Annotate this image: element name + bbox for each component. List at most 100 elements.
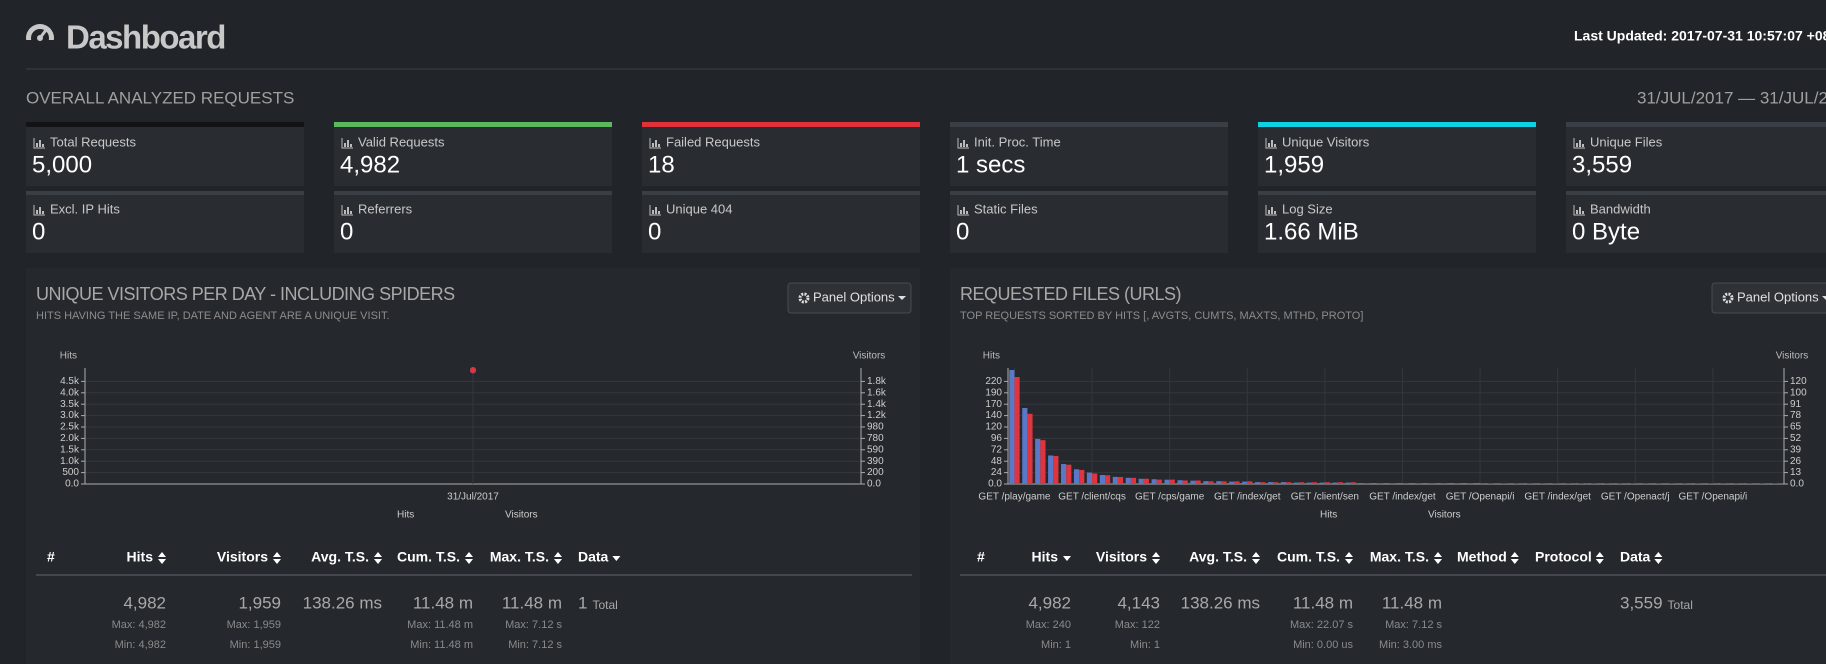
y2-tick-label: 1.4k [867,399,887,410]
panel-options-button[interactable]: Panel Options [1711,282,1826,314]
card-body [642,191,920,253]
bar [1319,482,1325,484]
icon-bar [347,140,349,147]
column-header[interactable]: Cum. T.S. [397,549,473,565]
column-header[interactable]: Hits [1032,549,1071,565]
gauge-icon [24,24,56,54]
icon-bar [350,144,352,147]
column-header[interactable]: Data [1620,549,1663,565]
bar [1505,483,1512,484]
data-table: # Hits Visitors Avg. T.S. Cum. T.S. Max. T.S.… [960,549,1826,651]
bar [1273,482,1279,484]
chart-icon [1265,138,1277,149]
chart-icon [957,138,969,149]
sort-icon [1595,552,1604,564]
bar [1635,483,1641,484]
icon-axis [341,205,353,216]
x-tick-label: GET /Openact/j [1601,492,1670,503]
sort-icon [158,552,166,564]
bar [1311,482,1318,484]
metric-card: Valid Requests 4,982 [334,122,612,186]
sort-icon [465,552,473,564]
column-header[interactable]: Method [1457,549,1519,565]
icon-bar [963,207,965,214]
panel-options-button[interactable]: Panel Options [787,282,912,314]
bar [1125,477,1131,484]
column-header[interactable]: Hits [127,549,166,565]
column-label: Data [578,549,609,565]
y-tick-label: 4.0k [60,387,80,398]
icon-bar [963,140,965,147]
column-label: # [977,549,985,565]
x-tick-label: GET /Openapi/i [1446,492,1515,503]
button-body [1711,282,1826,314]
icon-bar [39,140,41,147]
y2-tick-label: 39 [1790,444,1802,455]
column-header[interactable]: Data [578,549,621,565]
bar [1073,469,1080,484]
x-tick-label: 31/Jul/2017 [447,492,499,503]
y2-tick-label: 1.6k [867,387,887,398]
card-value: 0 [32,218,45,245]
bar [1480,483,1486,484]
column-header[interactable]: Visitors [217,549,281,565]
bar [1208,481,1214,484]
bar [1195,480,1201,484]
column-header[interactable]: Avg. T.S. [1189,549,1260,565]
icon-bar [652,143,654,147]
bar [1242,481,1248,484]
icon-axis [1265,205,1277,216]
chart-icon [341,205,353,216]
bar [1066,464,1072,484]
metric-card: Referrers 0 [334,191,612,253]
bar [1363,483,1369,484]
card-accent [1258,191,1536,195]
y2-tick-label: 0.0 [867,479,881,490]
column-label: Visitors [217,549,268,565]
icon-bar [36,143,38,147]
column-header[interactable]: Visitors [1096,549,1160,565]
column-header[interactable]: Avg. T.S. [311,549,382,565]
bar [1384,483,1390,484]
bar [1203,481,1209,484]
y-tick-label: 72 [991,444,1003,455]
card-accent [26,191,304,195]
bar [1234,481,1240,484]
bar [1428,483,1434,484]
column-header: # [977,549,985,565]
card-label: Failed Requests [666,134,760,149]
y-tick-label: 500 [62,467,79,478]
chart-icon [957,205,969,216]
card-value: 3,559 [1572,151,1632,178]
bar [1531,483,1537,484]
metric-card: Excl. IP Hits 0 [26,191,304,253]
cell-value: 4,143 [1117,593,1160,612]
y-tick-label: 170 [985,399,1002,410]
bar [1609,483,1615,484]
metric-card: Failed Requests 18 [642,122,920,186]
column-header[interactable]: Protocol [1535,549,1604,565]
cell-min: Min: 0.00 us [1293,639,1353,651]
card-value: 4,982 [340,151,400,178]
caret [898,296,906,300]
column-label: Avg. T.S. [1189,549,1247,565]
y-tick-label: 3.0k [60,410,80,421]
metric-card: Log Size 1.66 MiB [1258,191,1536,253]
y-tick-label: 96 [991,433,1003,444]
bar [1247,481,1253,484]
sort-icon [554,552,562,564]
button-label: Panel Options [1737,289,1819,304]
panel: REQUESTED FILES (URLS) TOP REQUESTS SORTE… [950,268,1826,664]
card-body [334,122,612,186]
sort-icon [1345,552,1353,564]
column-header[interactable]: Max. T.S. [1370,549,1442,565]
y2-tick-label: 52 [1790,433,1802,444]
cell-value: 11.48 m [1382,593,1442,612]
y-tick-label: 1.5k [60,444,80,455]
icon-axis [957,205,969,216]
column-header[interactable]: Cum. T.S. [1277,549,1353,565]
panel-title: UNIQUE VISITORS PER DAY - INCLUDING SPID… [36,284,455,304]
column-header[interactable]: Max. T.S. [490,549,562,565]
icon-axis [1573,205,1585,216]
